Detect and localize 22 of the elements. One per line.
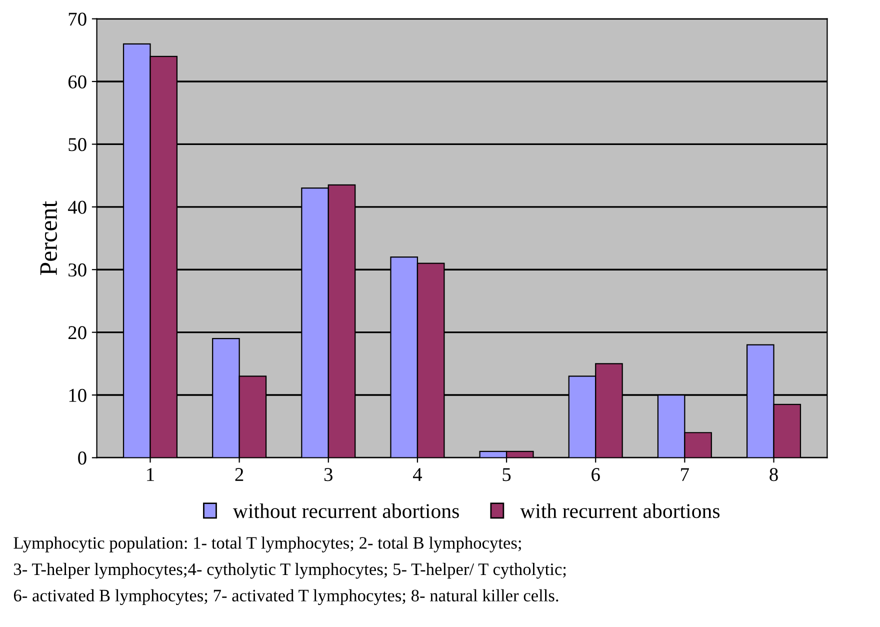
x-tick-label: 3 <box>324 468 332 482</box>
y-tick-label: 20 <box>68 326 86 340</box>
y-tick-label: 60 <box>68 75 86 88</box>
text: 3- T-helper lymphocytes;4- cytholytic T lymphocytes; 5- T-helper/ T cytholytic; <box>14 562 566 579</box>
y-axis-title: Percent <box>40 200 57 276</box>
legend-label: without recurrent abortions <box>232 503 459 518</box>
y-tick-label: 40 <box>68 200 86 214</box>
legend-label: with recurrent abortions <box>520 503 720 518</box>
y-tick-label: 30 <box>68 263 86 277</box>
y-tick-label: 50 <box>68 138 86 152</box>
x-tick-label: 8 <box>770 468 778 482</box>
x-tick-label: 1 <box>147 468 154 481</box>
x-tick-label: 4 <box>412 468 422 481</box>
x-tick-label: 2 <box>235 468 244 481</box>
y-tick-label: 0 <box>78 452 86 465</box>
y-tick-label: 70 <box>68 12 86 26</box>
text: Lymphocytic population: 1- total T lymphocytes; 2- total B lymphocytes; <box>14 536 521 552</box>
y-tick-label: 10 <box>69 388 86 402</box>
text: 6- activated B lymphocytes; 7- activated T lymphocytes; 8- natural killer cells. <box>14 589 558 606</box>
x-tick-label: 7 <box>681 468 689 481</box>
x-tick-label: 5 <box>502 468 511 482</box>
x-tick-label: 6 <box>592 468 600 482</box>
